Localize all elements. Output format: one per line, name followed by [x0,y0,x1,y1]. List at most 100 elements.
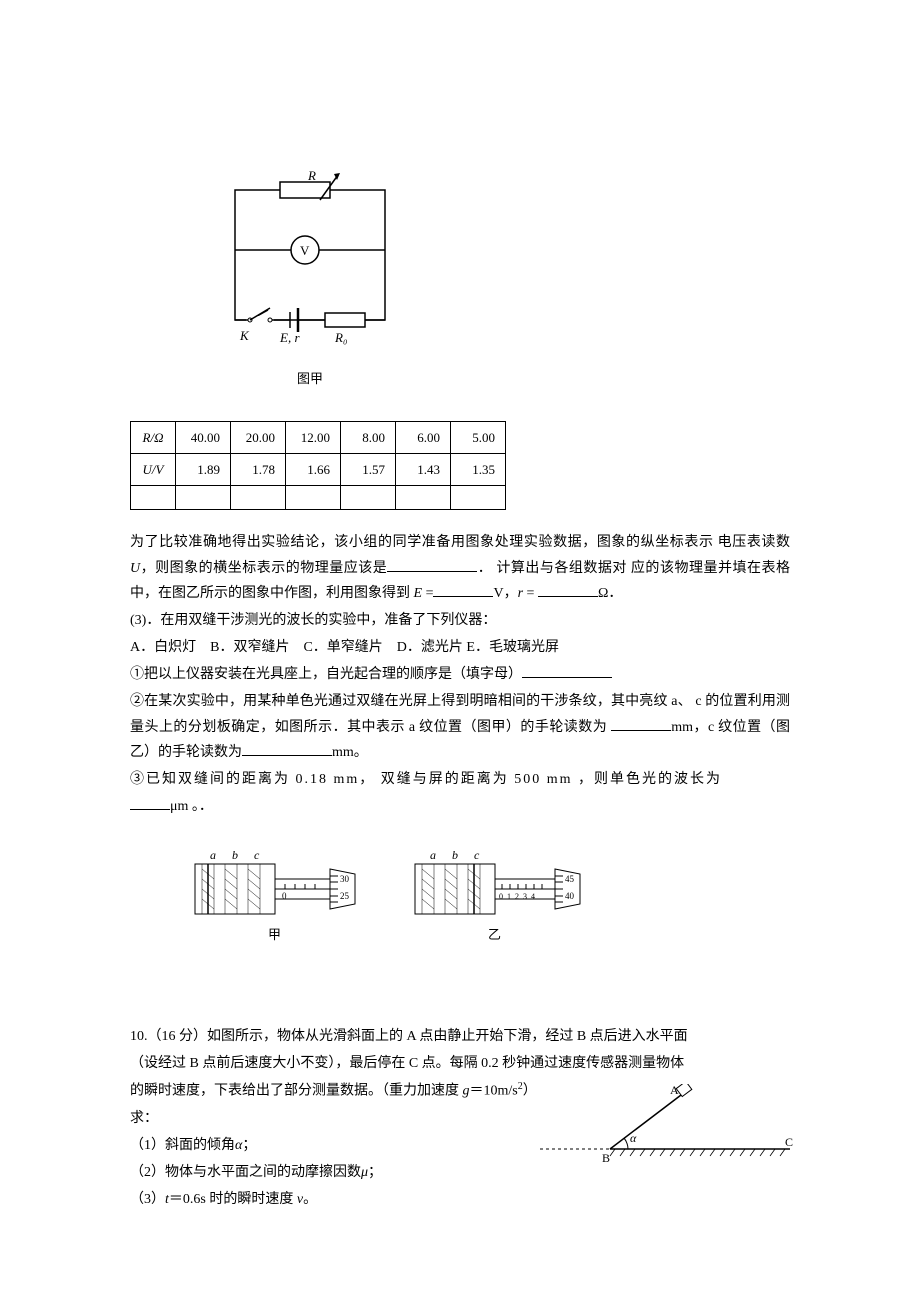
text: （2）物体与水平面之间的动摩擦因数 [130,1165,361,1180]
svg-text:a: a [210,848,216,862]
svg-text:E, r: E, r [279,330,300,345]
text: ＝0.6s 时的瞬时速度 [169,1192,297,1207]
table-header [131,486,176,510]
svg-text:2: 2 [515,892,519,901]
table-header: U/V [131,453,176,485]
svg-text:3: 3 [523,892,527,901]
text: ，则图象的横坐标表示的物理量应该是 [140,561,387,576]
svg-text:甲: 甲 [268,927,281,942]
blank-input [538,581,598,596]
table-cell: 1.57 [341,453,396,485]
text: ； [368,1165,382,1180]
svg-text:40: 40 [565,891,575,901]
svg-text:c: c [254,848,260,862]
svg-text:25: 25 [340,891,350,901]
text: ②在某次实验中，用某种单色光通过双缝在光屏上得到明暗相间的干涉条纹，其中亮纹 a… [130,694,692,709]
svg-text:V: V [300,243,310,258]
table-cell: 1.78 [231,453,286,485]
text: ＝10m/s [470,1084,518,1099]
table-cell [451,486,506,510]
text: ①把以上仪器安装在光具座上，自光起合理的顺序是（填字母） [130,667,522,682]
blank-input [130,795,170,810]
var-mu: μ [361,1165,368,1180]
micrometer-diagram: a b c 0 [190,844,790,963]
circuit-caption: 图甲 [220,367,400,390]
q3-item3b: μm 。． [130,794,790,819]
text: ③已知双缝间的距离为 0.18 mm， 双缝与屏的距离为 500 mm ，则单色… [130,772,722,787]
svg-text:A: A [670,1084,679,1097]
q3-item1: ①把以上仪器安装在光具座上，自光起合理的顺序是（填字母） [130,662,790,687]
svg-text:0: 0 [282,891,287,901]
q3-item3: ③已知双缝间的距离为 0.18 mm， 双缝与屏的距离为 500 mm ，则单色… [130,767,790,792]
table-cell [286,486,341,510]
table-cell: 6.00 [396,421,451,453]
var-E: E [414,586,423,601]
text: mm。 [332,745,368,760]
table-row [131,486,506,510]
svg-text:1: 1 [507,892,511,901]
var-g: g [463,1084,470,1099]
circuit-diagram: R V K E, r R₀ 图甲 [220,170,400,391]
svg-text:K: K [239,328,250,343]
svg-text:R₀: R₀ [334,330,347,345]
text: （1）斜面的倾角 [130,1138,235,1153]
svg-text:R: R [307,170,316,183]
text: （3） [130,1192,165,1207]
svg-text:B: B [602,1151,610,1164]
table-cell: 5.00 [451,421,506,453]
svg-text:a: a [430,848,436,862]
text: ． 计算出与各组数据对 [477,561,627,576]
circuit-svg: R V K E, r R₀ [220,170,400,350]
text: = [422,586,433,601]
table-row: U/V 1.89 1.78 1.66 1.57 1.43 1.35 [131,453,506,485]
text: 的瞬时速度，下表给出了部分测量数据。（重力加速度 [130,1084,463,1099]
text: V， [493,586,517,601]
table-cell: 20.00 [231,421,286,453]
p10-q2: （2）物体与水平面之间的动摩擦因数μ； [130,1160,790,1185]
blank-input [433,581,493,596]
problem-10: 10.（16 分）如图所示，物体从光滑斜面上的 A 点由静止开始下滑，经过 B … [130,1024,790,1213]
svg-text:C: C [785,1135,793,1149]
svg-text:b: b [232,848,238,862]
text: = [523,586,534,601]
var-U: U [130,561,140,576]
p10-line2: （设经过 B 点前后速度大小不变），最后停在 C 点。每隔 0.2 秒钟通过速度… [130,1051,790,1076]
table-cell: 8.00 [341,421,396,453]
q3-item2: ②在某次实验中，用某种单色光通过双缝在光屏上得到明暗相间的干涉条纹，其中亮纹 a… [130,689,790,765]
table-cell [396,486,451,510]
blank-input [522,663,612,678]
table-cell: 1.35 [451,453,506,485]
svg-text:30: 30 [340,874,350,884]
p10-line1: 10.（16 分）如图所示，物体从光滑斜面上的 A 点由静止开始下滑，经过 B … [130,1024,790,1049]
table-cell [231,486,286,510]
q3-intro: (3)．在用双缝干涉测光的波长的实验中，准备了下列仪器： [130,608,790,633]
text: Ω． [598,586,622,601]
table-cell: 1.89 [176,453,231,485]
table-cell [341,486,396,510]
svg-text:c: c [474,848,480,862]
svg-text:α: α [630,1131,637,1145]
data-table: R/Ω 40.00 20.00 12.00 8.00 6.00 5.00 U/V… [130,421,506,511]
table-row: R/Ω 40.00 20.00 12.00 8.00 6.00 5.00 [131,421,506,453]
text: 电压表读数 [718,535,790,550]
text: 。 [303,1192,317,1207]
blank-input [242,740,332,755]
text: ； [242,1138,256,1153]
svg-text:4: 4 [531,892,535,901]
blank-input [387,556,477,571]
table-cell: 1.66 [286,453,341,485]
table-header: R/Ω [131,421,176,453]
blank-input [611,715,671,730]
svg-text:45: 45 [565,874,575,884]
text: 为了比较准确地得出实验结论，该小组的同学准备用图象处理实验数据，图象的纵坐标表示 [130,535,714,550]
text: μm 。． [170,799,213,814]
p10-q3: （3）t＝0.6s 时的瞬时速度 v。 [130,1187,790,1212]
paragraph-1: 为了比较准确地得出实验结论，该小组的同学准备用图象处理实验数据，图象的纵坐标表示… [130,530,790,606]
svg-text:0: 0 [499,892,503,901]
table-cell: 12.00 [286,421,341,453]
incline-diagram: A B C α [530,1084,800,1164]
table-cell [176,486,231,510]
svg-text:b: b [452,848,458,862]
svg-text:乙: 乙 [488,927,501,942]
table-cell: 1.43 [396,453,451,485]
